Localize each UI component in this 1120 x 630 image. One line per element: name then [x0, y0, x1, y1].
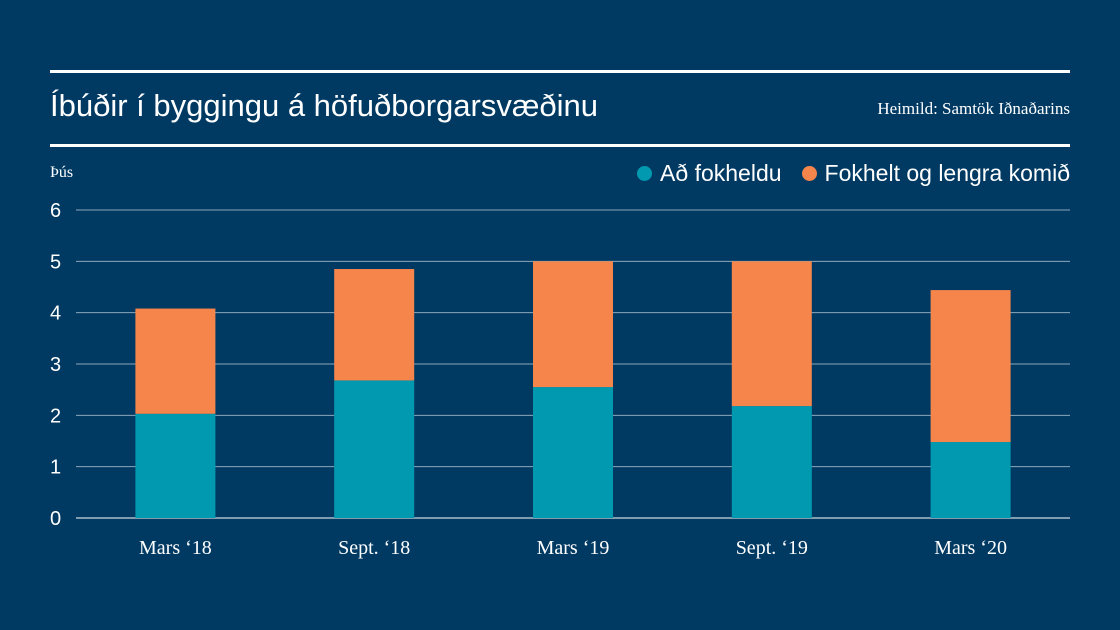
- chart-source: Heimild: Samtök Iðnaðarins: [877, 99, 1070, 118]
- y-tick-label-1: 1: [50, 457, 61, 479]
- legend-item-series-1: Að fokheldu: [637, 160, 782, 187]
- y-tick-label-3: 3: [50, 354, 61, 376]
- y-tick-label-4: 4: [50, 303, 61, 325]
- bar-2-series-2: [334, 269, 415, 381]
- y-tick-label-0: 0: [50, 508, 61, 530]
- y-tick-label-5: 5: [50, 251, 61, 273]
- bar-1-series-2: [135, 308, 216, 414]
- title-top-rule: [50, 70, 1070, 73]
- legend-label-series-2: Fokhelt og lengra komið: [824, 160, 1070, 186]
- bar-2-series-1: [334, 380, 415, 518]
- legend-swatch-series-2: [801, 166, 817, 181]
- x-tick-label-1: Mars ‘18: [139, 537, 212, 559]
- legend-swatch-series-1: [637, 166, 653, 181]
- x-tick-label-3: Mars ‘19: [537, 537, 610, 559]
- x-tick-label-4: Sept. ‘19: [736, 537, 808, 559]
- chart-title: Íbúðir í byggingu á höfuðborgarsvæðinu: [50, 88, 599, 123]
- x-tick-label-5: Mars ‘20: [934, 537, 1007, 559]
- y-tick-label-6: 6: [50, 200, 61, 222]
- bar-4-series-2: [731, 261, 812, 407]
- legend-item-series-2: Fokhelt og lengra komið: [801, 160, 1070, 187]
- bar-1-series-1: [135, 413, 216, 518]
- legend-label-series-1: Að fokheldu: [660, 160, 782, 186]
- y-axis-unit-label: Þús: [50, 164, 74, 181]
- title-bottom-rule: [50, 144, 1070, 147]
- bar-5-series-2: [930, 290, 1011, 443]
- bar-3-series-2: [533, 261, 613, 388]
- y-tick-label-2: 2: [50, 405, 61, 427]
- bar-5-series-1: [930, 442, 1011, 518]
- chart-legend: Að fokheldu Fokhelt og lengra komið: [617, 160, 1070, 187]
- x-tick-label-2: Sept. ‘18: [338, 537, 410, 559]
- bar-3-series-1: [533, 387, 613, 518]
- bar-4-series-1: [731, 406, 812, 518]
